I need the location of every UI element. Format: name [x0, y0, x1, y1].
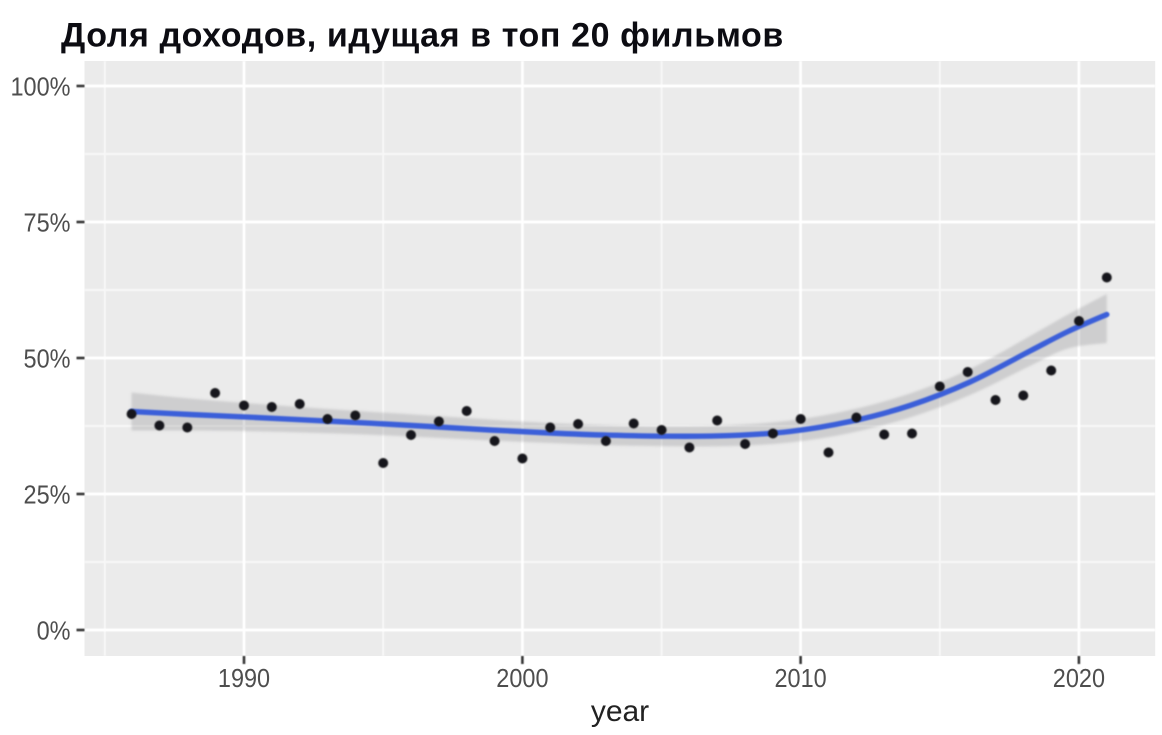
svg-text:75%: 75% [24, 209, 71, 237]
svg-text:0%: 0% [37, 617, 71, 645]
svg-text:50%: 50% [24, 345, 71, 373]
svg-text:Доля доходов, идущая в топ 20: Доля доходов, идущая в топ 20 фильмов [61, 17, 784, 55]
svg-text:100%: 100% [10, 73, 70, 101]
svg-text:2020: 2020 [1053, 665, 1105, 693]
svg-text:25%: 25% [24, 481, 71, 509]
svg-text:2010: 2010 [775, 665, 827, 693]
svg-text:2000: 2000 [496, 665, 548, 693]
svg-text:1990: 1990 [218, 665, 270, 693]
svg-text:year: year [591, 695, 649, 728]
